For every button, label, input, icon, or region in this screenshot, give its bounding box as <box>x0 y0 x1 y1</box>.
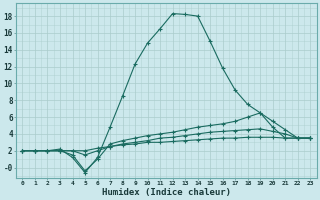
X-axis label: Humidex (Indice chaleur): Humidex (Indice chaleur) <box>102 188 231 197</box>
